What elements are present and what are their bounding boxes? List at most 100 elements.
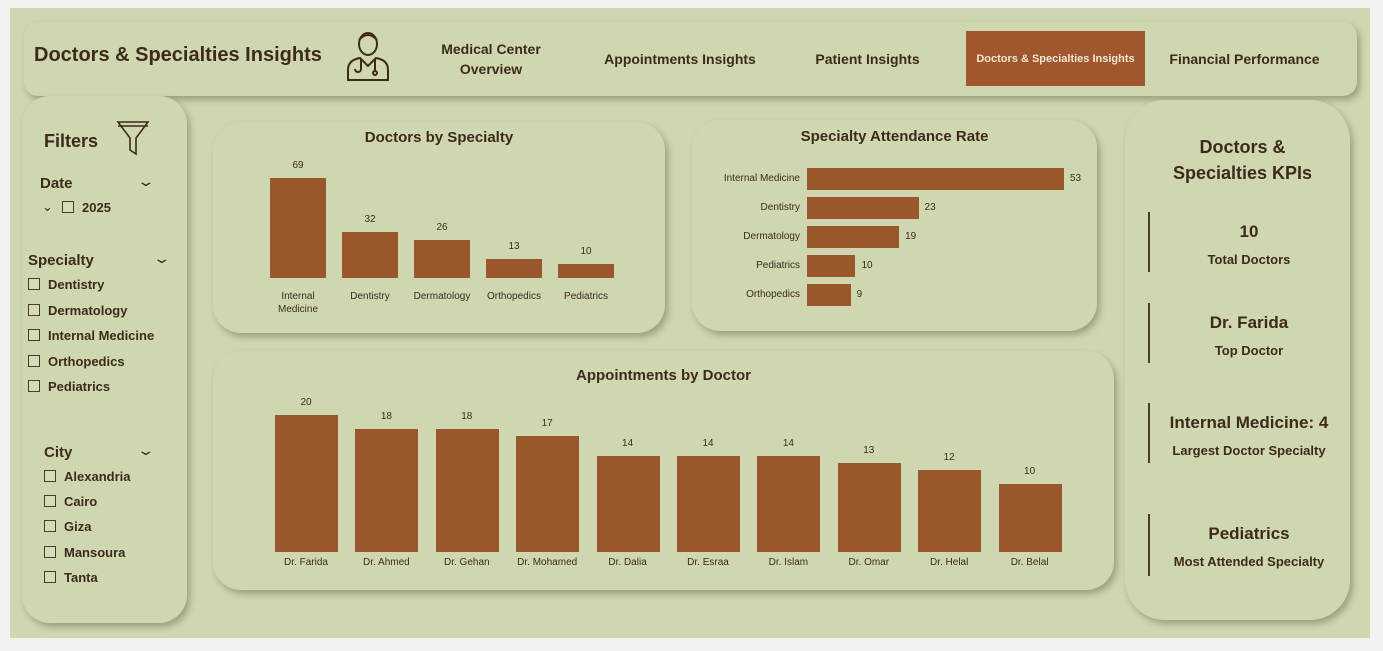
filter-specialty-option[interactable]: Dermatology	[28, 303, 127, 318]
filter-date-label: Date	[40, 175, 73, 192]
option-label: Alexandria	[64, 469, 131, 484]
kpi-label: Total Doctors	[1207, 252, 1291, 267]
tab-2[interactable]: Patient Insights	[800, 31, 935, 86]
bar[interactable]	[807, 284, 851, 306]
chart-title: Appointments by Doctor	[576, 367, 751, 384]
bar[interactable]	[342, 231, 398, 278]
filter-city-option[interactable]: Giza	[44, 519, 91, 534]
checkbox[interactable]	[28, 329, 40, 341]
bar[interactable]	[807, 226, 900, 248]
checkbox[interactable]	[44, 520, 56, 533]
bar[interactable]	[486, 259, 542, 278]
data-label: 17	[541, 417, 553, 429]
data-label: 32	[364, 213, 376, 225]
filter-city-option[interactable]: Cairo	[44, 494, 97, 509]
data-label: 23	[924, 202, 936, 213]
data-label: 18	[461, 410, 473, 422]
kpi-card: Internal Medicine: 4 Largest Doctor Spec…	[1148, 403, 1348, 463]
filter-city-option[interactable]: Mansoura	[44, 545, 125, 560]
chevron-down-icon[interactable]: ⌄	[136, 173, 156, 189]
kpi-value: 10	[1239, 222, 1259, 241]
category-label: Dr. Islam	[768, 557, 809, 568]
option-label: Cairo	[64, 494, 98, 510]
bar[interactable]	[807, 168, 1064, 190]
bar[interactable]	[558, 263, 614, 278]
option-label: Dentistry	[48, 277, 105, 292]
checkbox[interactable]	[28, 354, 40, 367]
data-label: 14	[622, 438, 634, 450]
category-label: Pediatrics	[564, 291, 608, 302]
category-label: Dr. Helal	[930, 557, 969, 568]
tab-4[interactable]: Financial Performance	[1152, 31, 1337, 86]
filter-city-option[interactable]: Tanta	[44, 570, 98, 585]
bar[interactable]	[270, 178, 326, 278]
kpi-value: Dr. Farida	[1209, 313, 1289, 332]
category-label: Dr. Belal	[1010, 557, 1049, 568]
category-label: Dr. Omar	[848, 557, 890, 568]
bar[interactable]	[998, 483, 1062, 552]
bar[interactable]	[807, 197, 919, 219]
tab-3[interactable]: Doctors & Specialties Insights	[966, 31, 1145, 86]
tab-label: Doctors & Specialties Insights	[976, 52, 1135, 65]
bar[interactable]	[355, 428, 419, 552]
category-label: Orthopedics	[487, 291, 541, 302]
filter-specialty-option[interactable]: Internal Medicine	[28, 328, 154, 343]
specialty-attendance-chart: Specialty Attendance Rate	[692, 120, 1097, 331]
bar[interactable]	[757, 456, 821, 552]
filters-panel	[22, 96, 187, 623]
data-label: 10	[861, 260, 873, 271]
filter-specialty-option[interactable]: Pediatrics	[28, 379, 110, 394]
expand-icon[interactable]: ⌄	[42, 199, 53, 214]
option-label: Mansoura	[64, 544, 126, 560]
option-label: Orthopedics	[48, 353, 125, 369]
checkbox[interactable]	[44, 470, 56, 482]
filter-date-option[interactable]: 2025	[62, 200, 111, 215]
kpi-label: Most Attended Specialty	[1173, 554, 1325, 569]
doctors-by-specialty-chart: Doctors by Specialty	[213, 122, 665, 333]
bar[interactable]	[275, 415, 338, 552]
doctor-icon	[347, 32, 389, 81]
filter-specialty-option[interactable]: Orthopedics	[28, 354, 125, 369]
data-label: 14	[782, 438, 794, 450]
checkbox[interactable]	[28, 380, 40, 392]
bar[interactable]	[516, 435, 580, 552]
filter-city-option[interactable]: Alexandria	[44, 469, 130, 484]
option-label: Internal Medicine	[48, 328, 155, 343]
funnel-icon	[116, 121, 150, 156]
kpi-panel	[1125, 100, 1350, 620]
bar[interactable]	[837, 462, 901, 552]
bar[interactable]	[918, 469, 982, 552]
data-label: 13	[863, 444, 875, 456]
tab-label: Patient Insights	[815, 50, 920, 67]
checkbox[interactable]	[44, 570, 56, 583]
chevron-down-icon[interactable]: ⌄	[152, 250, 172, 266]
checkbox[interactable]	[28, 278, 40, 290]
category-label: Dermatology	[743, 231, 800, 242]
tab-label: Medical Center Overview	[441, 40, 541, 77]
data-label: 53	[1070, 173, 1082, 184]
bar[interactable]	[596, 456, 660, 552]
filter-specialty-option[interactable]: Dentistry	[28, 277, 104, 292]
chart-title: Specialty Attendance Rate	[800, 128, 989, 145]
bar[interactable]	[807, 255, 856, 277]
kpi-card: 10 Total Doctors	[1148, 212, 1348, 272]
checkbox[interactable]	[62, 201, 74, 213]
checkbox[interactable]	[28, 303, 40, 316]
chevron-down-icon[interactable]: ⌄	[136, 442, 156, 458]
bar[interactable]	[677, 456, 740, 552]
kpi-label: Largest Doctor Specialty	[1172, 443, 1326, 458]
tab-label: Appointments Insights	[604, 50, 756, 67]
tab-1[interactable]: Appointments Insights	[590, 31, 770, 86]
category-label: Dr. Esraa	[687, 557, 729, 568]
checkbox[interactable]	[44, 495, 56, 508]
kpi-value: Internal Medicine: 4	[1169, 413, 1329, 432]
data-label: 10	[580, 245, 592, 257]
option-label: Tanta	[64, 569, 98, 585]
data-label: 18	[380, 410, 392, 422]
bar[interactable]	[435, 428, 499, 552]
tab-0[interactable]: Medical Center Overview	[420, 31, 562, 86]
bar[interactable]	[414, 240, 470, 278]
category-label: Internal Medicine	[277, 291, 319, 315]
kpi-card: Pediatrics Most Attended Specialty	[1148, 514, 1348, 576]
checkbox[interactable]	[44, 545, 56, 558]
